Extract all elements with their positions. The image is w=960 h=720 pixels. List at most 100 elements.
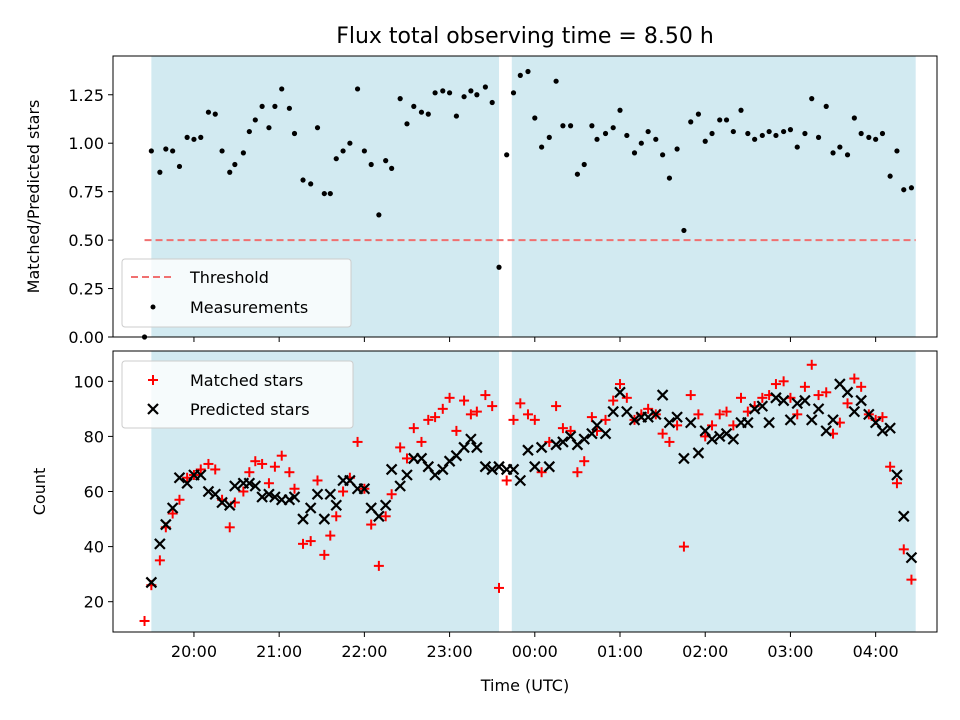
matched-star-point — [770, 379, 781, 390]
matched-star-point — [373, 560, 384, 571]
measurement-point — [815, 134, 822, 140]
predicted-star-point — [614, 386, 626, 399]
measurement-point — [397, 96, 403, 102]
predicted-star-point — [166, 502, 179, 514]
matched-star-point — [437, 403, 448, 414]
measurement-point — [205, 109, 212, 115]
matched-star-point — [898, 544, 909, 555]
predicted-star-point — [288, 491, 301, 503]
predicted-star-point — [385, 463, 398, 476]
matched-star-point — [792, 409, 803, 420]
measurement-point — [474, 92, 480, 98]
matched-star-point — [352, 436, 363, 447]
measurement-point — [660, 152, 666, 158]
top-x-axis-ticks — [193, 337, 877, 342]
matched-star-point — [276, 450, 287, 461]
matched-star-point — [386, 489, 397, 500]
matched-star-point — [849, 373, 860, 384]
matched-star-point — [600, 414, 611, 425]
predicted-star-point — [324, 488, 337, 501]
measurement-point — [176, 163, 183, 170]
measurement-point — [823, 103, 829, 109]
measurement-point — [695, 111, 702, 117]
measurement-point — [219, 148, 225, 154]
y-tick-label: 40 — [84, 538, 104, 557]
measurement-point — [496, 264, 502, 270]
predicted-star-point — [713, 430, 726, 443]
predicted-star-point — [628, 414, 641, 426]
measurement-point — [681, 227, 687, 234]
measurement-point — [389, 165, 395, 171]
predicted-star-point — [756, 400, 769, 412]
predicted-star-point — [379, 499, 392, 512]
measurement-point — [525, 68, 531, 75]
measurement-point — [709, 130, 715, 137]
measurement-point — [837, 144, 843, 150]
predicted-star-point — [678, 452, 690, 465]
measurement-points — [141, 68, 915, 340]
measurement-point — [440, 88, 446, 94]
measurement-point — [291, 130, 298, 137]
measurement-point — [830, 150, 836, 156]
matched-star-point — [401, 453, 412, 464]
measurement-point — [482, 84, 488, 90]
matched-star-point — [693, 409, 704, 420]
measurement-point — [617, 107, 623, 113]
predicted-star-point — [876, 425, 889, 437]
predicted-star-point — [578, 433, 591, 445]
matched-star-point — [757, 392, 768, 403]
matched-star-point — [721, 406, 732, 417]
matched-star-point — [557, 423, 568, 434]
measurement-point — [738, 107, 744, 113]
y-tick-label: 0.00 — [68, 328, 104, 347]
measurement-point — [901, 187, 907, 193]
bottom-axes-frame — [112, 350, 938, 633]
measurement-point — [510, 90, 517, 96]
measurement-point — [560, 123, 566, 129]
matched-star-point — [298, 538, 309, 549]
measurement-point — [787, 127, 794, 133]
measurement-point — [809, 96, 815, 102]
matched-star-point — [821, 387, 832, 398]
matched-star-point — [806, 359, 817, 370]
predicted-star-point — [216, 496, 228, 509]
predicted-star-points — [145, 378, 918, 589]
matched-star-point — [459, 395, 470, 406]
predicted-star-point — [905, 551, 918, 564]
matched-star-point — [487, 401, 498, 412]
predicted-star-point — [429, 469, 441, 481]
predicted-star-point — [884, 422, 896, 434]
matched-star-point — [366, 519, 377, 530]
matched-star-point — [395, 442, 406, 453]
predicted-star-point — [684, 416, 697, 429]
predicted-star-point — [706, 433, 718, 445]
measurement-point — [844, 152, 851, 158]
top-y-axis-label: Matched/Predicted stars — [24, 100, 43, 294]
predicted-star-point — [791, 397, 804, 410]
predicted-star-point — [748, 403, 761, 415]
measurement-point — [340, 148, 346, 154]
predicted-star-point — [493, 460, 505, 473]
predicted-star-point — [507, 463, 520, 476]
measurement-point — [354, 86, 361, 92]
matched-star-point — [430, 412, 441, 423]
matched-star-point — [572, 467, 583, 478]
measurement-point — [212, 111, 218, 117]
x-tick-label: 03:00 — [767, 642, 813, 661]
matched-star-point — [678, 541, 689, 552]
matched-star-point — [799, 381, 810, 392]
predicted-star-point — [535, 441, 548, 454]
predicted-star-point — [529, 460, 541, 473]
predicted-star-point — [263, 488, 275, 501]
observing-band — [511, 56, 916, 337]
measurement-point — [666, 175, 673, 181]
measurement-point — [759, 132, 765, 139]
predicted-star-point — [311, 488, 324, 501]
matched-star-point — [210, 464, 221, 475]
matched-star-point — [728, 420, 739, 431]
measurement-point — [645, 128, 651, 135]
matched-star-point — [615, 379, 626, 390]
measurement-point — [198, 134, 204, 140]
measurement-point — [594, 136, 600, 142]
measurement-point — [773, 132, 779, 139]
